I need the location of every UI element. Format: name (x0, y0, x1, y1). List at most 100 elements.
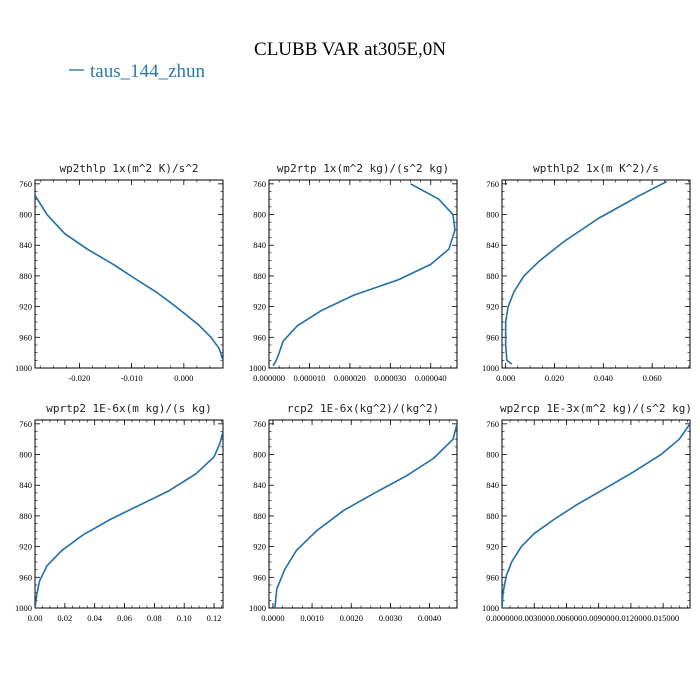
x-tick-label: 0.0010 (300, 613, 323, 623)
y-tick-label: 880 (253, 271, 266, 281)
x-tick-label: -0.020 (68, 373, 90, 383)
panel-title: wp2rcp 1E-3x(m^2 kg)/(s^2 kg) (500, 402, 692, 415)
x-tick-label: 0.12 (207, 613, 222, 623)
panel-title: wpthlp2 1x(m K^2)/s (533, 162, 659, 175)
legend: taus_144_zhun (69, 61, 206, 82)
plot-frame (34, 179, 224, 369)
y-tick-label: 760 (253, 419, 266, 429)
y-tick-label: 840 (253, 480, 266, 490)
x-tick-label: 0.000030 (374, 373, 406, 383)
x-tick-label: 0.000000 (253, 373, 285, 383)
y-tick-label: 880 (19, 511, 32, 521)
x-tick-label: 0.060 (643, 373, 662, 383)
x-tick-label: 0.0020 (340, 613, 363, 623)
x-tick-label: 0.009000 (583, 613, 615, 623)
y-tick-label: 920 (253, 542, 266, 552)
panel-6: wp2rcp 1E-3x(m^2 kg)/(s^2 kg)760 800 840 88… (482, 402, 692, 623)
y-tick-label: 800 (253, 210, 266, 220)
y-tick-label: 920 (486, 542, 499, 552)
x-tick-label: 0.000010 (293, 373, 325, 383)
y-tick-label: 840 (19, 480, 32, 490)
y-tick-label: 840 (19, 240, 32, 250)
x-tick-label: 0.040 (594, 373, 613, 383)
y-tick-label: 880 (486, 271, 499, 281)
y-tick-label: 920 (253, 302, 266, 312)
series-line (272, 183, 456, 367)
panel-title: wp2thlp 1x(m^2 K)/s^2 (59, 162, 198, 175)
y-tick-label: 920 (486, 302, 499, 312)
y-tick-label: 800 (486, 450, 499, 460)
y-tick-label: 1000 (15, 603, 32, 613)
y-tick-label: 920 (19, 302, 32, 312)
series-line (35, 194, 223, 361)
y-tick-label: 1000 (15, 363, 32, 373)
y-tick-label: 840 (486, 480, 499, 490)
x-tick-label: 0.10 (177, 613, 192, 623)
panel-1: wp2thlp 1x(m^2 K)/s^2 760 800 840 880 920 960 1… (15, 162, 224, 383)
series-line (502, 423, 690, 608)
x-tick-label: 0.000020 (334, 373, 366, 383)
x-tick-label: 0.0000 (261, 613, 284, 623)
plot-frame (34, 419, 224, 609)
x-tick-label: 0.000000 (486, 613, 518, 623)
plot-frame (268, 179, 458, 369)
x-tick-label: 0.015000 (647, 613, 679, 623)
y-tick-label: 880 (253, 511, 266, 521)
y-tick-label: 800 (253, 450, 266, 460)
plot-frame (268, 419, 458, 609)
y-tick-label: 1000 (249, 363, 266, 373)
panel-4: wprtp2 1E-6x(m kg)/(s kg) 760 800 840 880 920… (15, 402, 224, 623)
panel-3: wpthlp2 1x(m K^2)/s 760 800 840 880 920 960 100… (482, 162, 691, 383)
y-tick-label: 1000 (482, 603, 499, 613)
x-tick-label: 0.000040 (415, 373, 447, 383)
x-tick-label: 0.04 (87, 613, 103, 623)
y-tick-label: 880 (486, 511, 499, 521)
y-tick-label: 800 (19, 210, 32, 220)
y-tick-label: 1000 (249, 603, 266, 613)
x-tick-label: 0.012000 (615, 613, 647, 623)
y-tick-label: 880 (19, 271, 32, 281)
x-tick-label: -0.010 (121, 373, 143, 383)
y-tick-label: 800 (19, 450, 32, 460)
figure-title: CLUBB VAR at305E,0N (254, 39, 446, 60)
x-tick-label: 0.0040 (418, 613, 441, 623)
series-line (35, 431, 223, 608)
panel-2: wp2rtp 1x(m^2 kg)/(s^2 kg) 760 800 840 880 92… (249, 162, 458, 383)
y-tick-label: 760 (253, 179, 266, 189)
y-tick-label: 1000 (482, 363, 499, 373)
y-tick-label: 800 (486, 210, 499, 220)
panel-title: rcp2 1E-6x(kg^2)/(kg^2) (287, 402, 439, 415)
x-tick-label: 0.08 (147, 613, 162, 623)
legend-label: taus_144_zhun (90, 61, 206, 82)
y-tick-label: 760 (19, 179, 32, 189)
x-tick-label: 0.0030 (379, 613, 402, 623)
x-tick-label: 0.003000 (518, 613, 550, 623)
panels-grid: wp2thlp 1x(m^2 K)/s^2 760 800 840 880 920 960 1… (15, 162, 692, 623)
x-tick-label: 0.06 (117, 613, 132, 623)
panel-title: wprtp2 1E-6x(m kg)/(s kg) (46, 402, 212, 415)
y-tick-label: 760 (486, 419, 499, 429)
y-tick-label: 920 (19, 542, 32, 552)
y-tick-label: 760 (486, 179, 499, 189)
x-tick-label: 0.00 (28, 613, 43, 623)
y-tick-label: 760 (19, 419, 32, 429)
panel-5: rcp2 1E-6x(kg^2)/(kg^2) 760 800 840 880 920 96… (249, 402, 458, 623)
y-tick-label: 960 (253, 332, 266, 342)
x-tick-label: 0.000 (174, 373, 193, 383)
x-tick-label: 0.000 (496, 373, 515, 383)
plot-frame (501, 179, 691, 369)
y-tick-label: 960 (486, 332, 499, 342)
x-tick-label: 0.006000 (551, 613, 583, 623)
x-tick-label: 0.02 (57, 613, 72, 623)
plot-frame (501, 419, 691, 609)
series-line (274, 423, 457, 608)
y-tick-label: 960 (19, 572, 32, 582)
y-tick-label: 840 (486, 240, 499, 250)
panel-title: wp2rtp 1x(m^2 kg)/(s^2 kg) (277, 162, 449, 175)
y-tick-label: 960 (253, 572, 266, 582)
y-tick-label: 840 (253, 240, 266, 250)
x-tick-label: 0.020 (545, 373, 564, 383)
y-tick-label: 960 (486, 572, 499, 582)
y-tick-label: 960 (19, 332, 32, 342)
